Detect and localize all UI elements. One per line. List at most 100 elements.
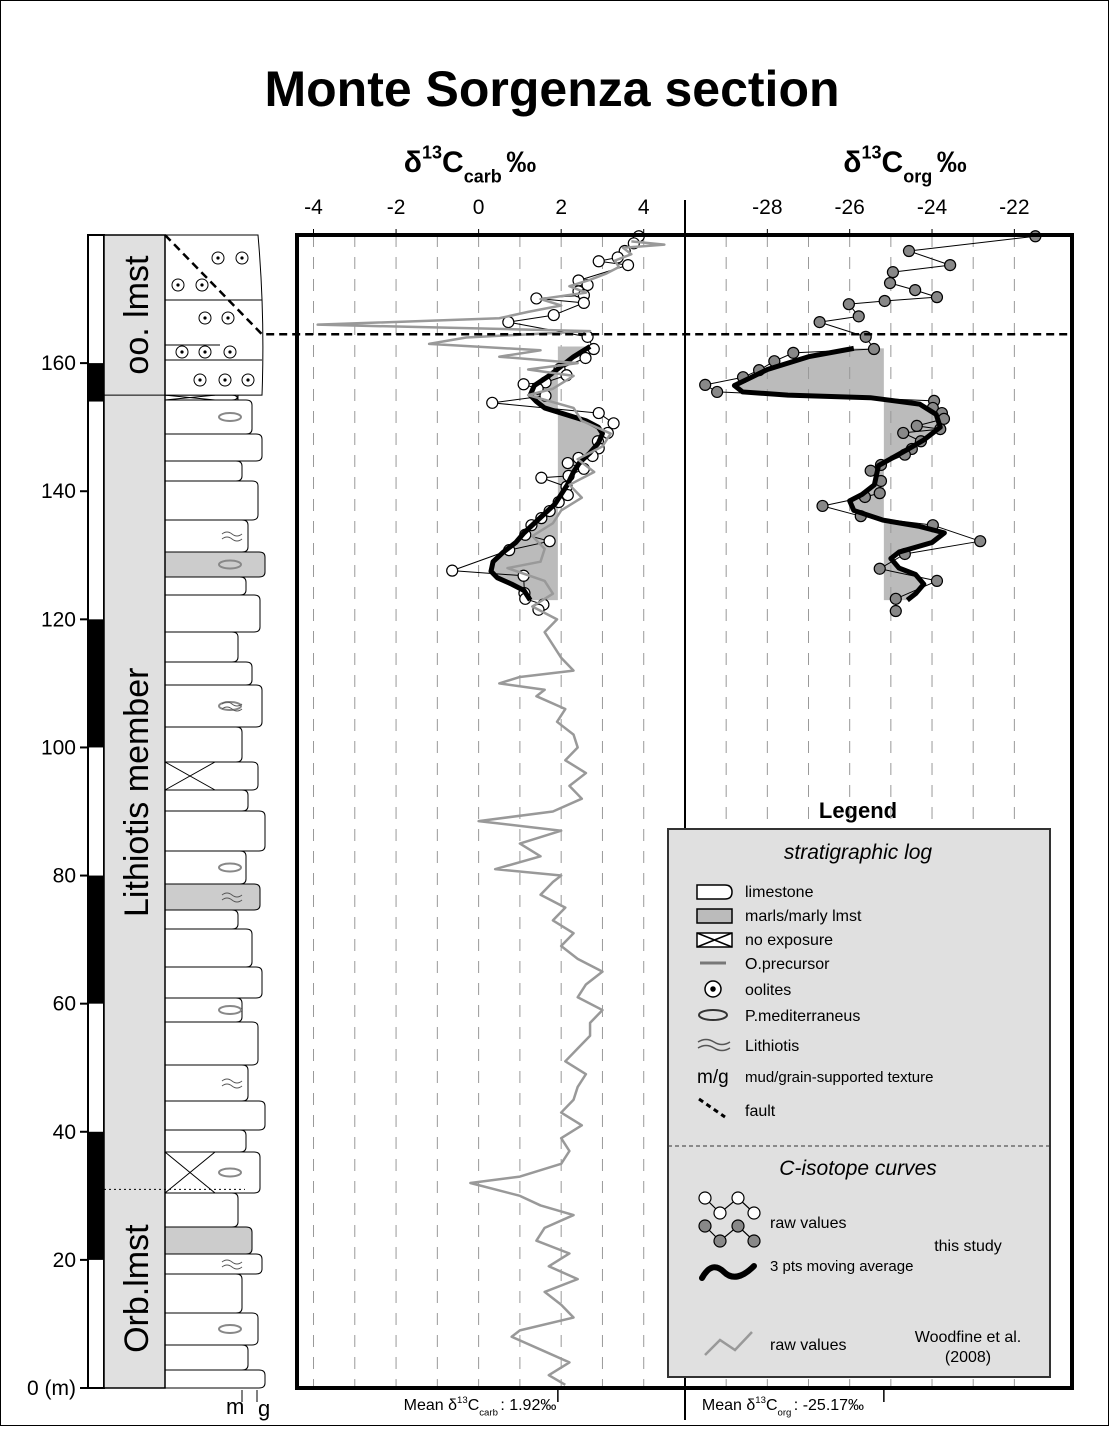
data-point	[874, 563, 885, 574]
x-tick-label: -22	[999, 196, 1029, 219]
data-point	[487, 397, 498, 408]
legend-label: no exposure	[745, 932, 833, 949]
title: Monte Sorgenza section	[264, 61, 839, 117]
mean-label-part: C	[766, 1397, 778, 1414]
x-tick-label: -24	[917, 196, 948, 219]
figure: Monte Sorgenza section Legend oo. lmst Li…	[0, 0, 1109, 1426]
data-point	[853, 311, 864, 322]
data-point	[868, 344, 879, 355]
data-point	[975, 536, 986, 547]
bed	[165, 790, 248, 811]
bed	[165, 1345, 248, 1370]
bed	[165, 811, 265, 851]
data-point	[700, 379, 711, 390]
bed	[165, 461, 242, 481]
scale-bar-block	[88, 1132, 104, 1260]
data-point	[890, 606, 901, 617]
bed	[165, 1313, 258, 1345]
bed	[165, 1152, 260, 1193]
texture-symbol: m/g	[697, 1067, 729, 1088]
data-point	[931, 292, 942, 303]
legend-label: raw values	[770, 1337, 846, 1354]
bed	[165, 1101, 265, 1130]
x-tick-label: 2	[555, 196, 567, 219]
mean-label-part: Mean δ	[404, 1397, 457, 1414]
bed	[165, 1274, 242, 1313]
legend-label: O.precursor	[745, 956, 830, 973]
x-axis-title-part: C	[882, 146, 904, 179]
scale-bar-block	[88, 876, 104, 1004]
bed	[165, 400, 252, 434]
x-tick-label: -28	[752, 196, 782, 219]
open-marker	[732, 1192, 744, 1204]
bed	[165, 577, 246, 595]
oolite-dot	[240, 256, 243, 259]
data-point	[593, 408, 604, 419]
x-tick-label: 0	[473, 196, 485, 219]
bed	[165, 685, 262, 727]
unit-label: oo. lmst	[118, 255, 156, 375]
data-point	[945, 260, 956, 271]
x-axis-title-part: org	[903, 167, 932, 187]
bed	[165, 1130, 246, 1152]
data-point	[548, 310, 559, 321]
marl-symbol	[697, 909, 732, 923]
bed	[165, 1254, 262, 1274]
y-tick-label: 100	[41, 736, 76, 759]
oolite-dot	[246, 378, 249, 381]
bed	[165, 1022, 258, 1065]
oolite-dot	[180, 350, 183, 353]
data-point	[885, 278, 896, 289]
bed	[165, 632, 238, 662]
bed	[165, 851, 246, 884]
data-point	[562, 458, 573, 469]
x-axis-title-part: 13	[422, 143, 442, 163]
x-tick-label: 4	[638, 196, 650, 219]
data-point	[879, 295, 890, 306]
legend-label: marls/marly lmst	[745, 908, 862, 925]
data-point	[843, 299, 854, 310]
x-axis-title-part: C	[442, 146, 464, 179]
data-point	[817, 500, 828, 511]
unit-label: Orb.lmst	[118, 1224, 156, 1353]
data-point	[544, 536, 555, 547]
scale-bar-block	[88, 619, 104, 747]
x-axis-title-part: δ	[843, 146, 861, 179]
data-point	[887, 267, 898, 278]
open-marker	[714, 1207, 726, 1219]
data-point	[578, 297, 589, 308]
data-point	[898, 427, 909, 438]
open-marker	[699, 1192, 711, 1204]
data-point	[712, 386, 723, 397]
data-point	[860, 331, 871, 342]
legend-label: Lithiotis	[745, 1038, 799, 1055]
bed	[165, 595, 260, 632]
oolite-dot	[223, 378, 226, 381]
bed	[165, 552, 265, 577]
mean-label-part: : 1.92‰	[500, 1397, 556, 1414]
y-tick-label: 20	[53, 1249, 76, 1272]
y-tick-label: 160	[41, 352, 76, 375]
legend-title: Legend	[819, 798, 897, 823]
legend-heading: stratigraphic log	[784, 841, 933, 864]
mean-label-part: : -25.17‰	[794, 1397, 864, 1414]
oolite-dot	[198, 378, 201, 381]
data-point	[593, 256, 604, 267]
bed	[165, 910, 238, 929]
y-tick-label: 80	[53, 865, 76, 888]
mean-label-part: 13	[457, 1395, 468, 1406]
oolite-dot	[203, 316, 206, 319]
gray-marker	[714, 1235, 726, 1247]
fault-text: fault	[745, 1103, 776, 1120]
data-point	[582, 331, 593, 342]
legend-label: limestone	[745, 884, 814, 901]
y-tick-label: 0 (m)	[27, 1377, 76, 1400]
page: Monte Sorgenza section Legend oo. lmst Li…	[0, 0, 1109, 1431]
oolite-dot	[203, 350, 206, 353]
data-point	[518, 379, 529, 390]
scale-bar-block	[88, 363, 104, 401]
legend-label: raw values	[770, 1215, 846, 1232]
open-marker	[748, 1207, 760, 1219]
bed	[165, 1227, 252, 1254]
oolite-dot	[711, 987, 715, 991]
